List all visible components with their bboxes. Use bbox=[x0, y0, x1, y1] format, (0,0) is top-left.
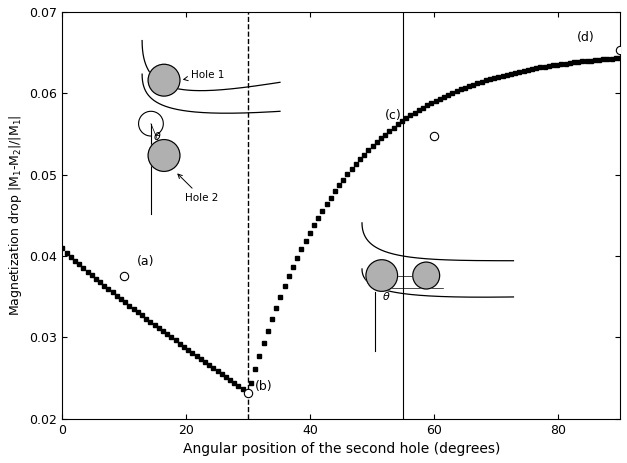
X-axis label: Angular position of the second hole (degrees): Angular position of the second hole (deg… bbox=[182, 442, 500, 456]
Circle shape bbox=[366, 260, 398, 291]
Text: $\theta$: $\theta$ bbox=[382, 290, 391, 302]
Text: (c): (c) bbox=[384, 109, 401, 122]
Circle shape bbox=[413, 262, 440, 289]
Y-axis label: Magnetization drop |M$_1$-M$_2$|/|M$_1$|: Magnetization drop |M$_1$-M$_2$|/|M$_1$| bbox=[7, 114, 24, 316]
Text: (d): (d) bbox=[577, 31, 594, 44]
Circle shape bbox=[148, 64, 180, 96]
Text: (b): (b) bbox=[255, 380, 272, 393]
Circle shape bbox=[148, 139, 180, 171]
Text: Hole 2: Hole 2 bbox=[178, 174, 219, 203]
Text: Hole 1: Hole 1 bbox=[184, 70, 224, 81]
Text: (a): (a) bbox=[137, 255, 154, 268]
Text: $\theta$: $\theta$ bbox=[153, 130, 161, 142]
